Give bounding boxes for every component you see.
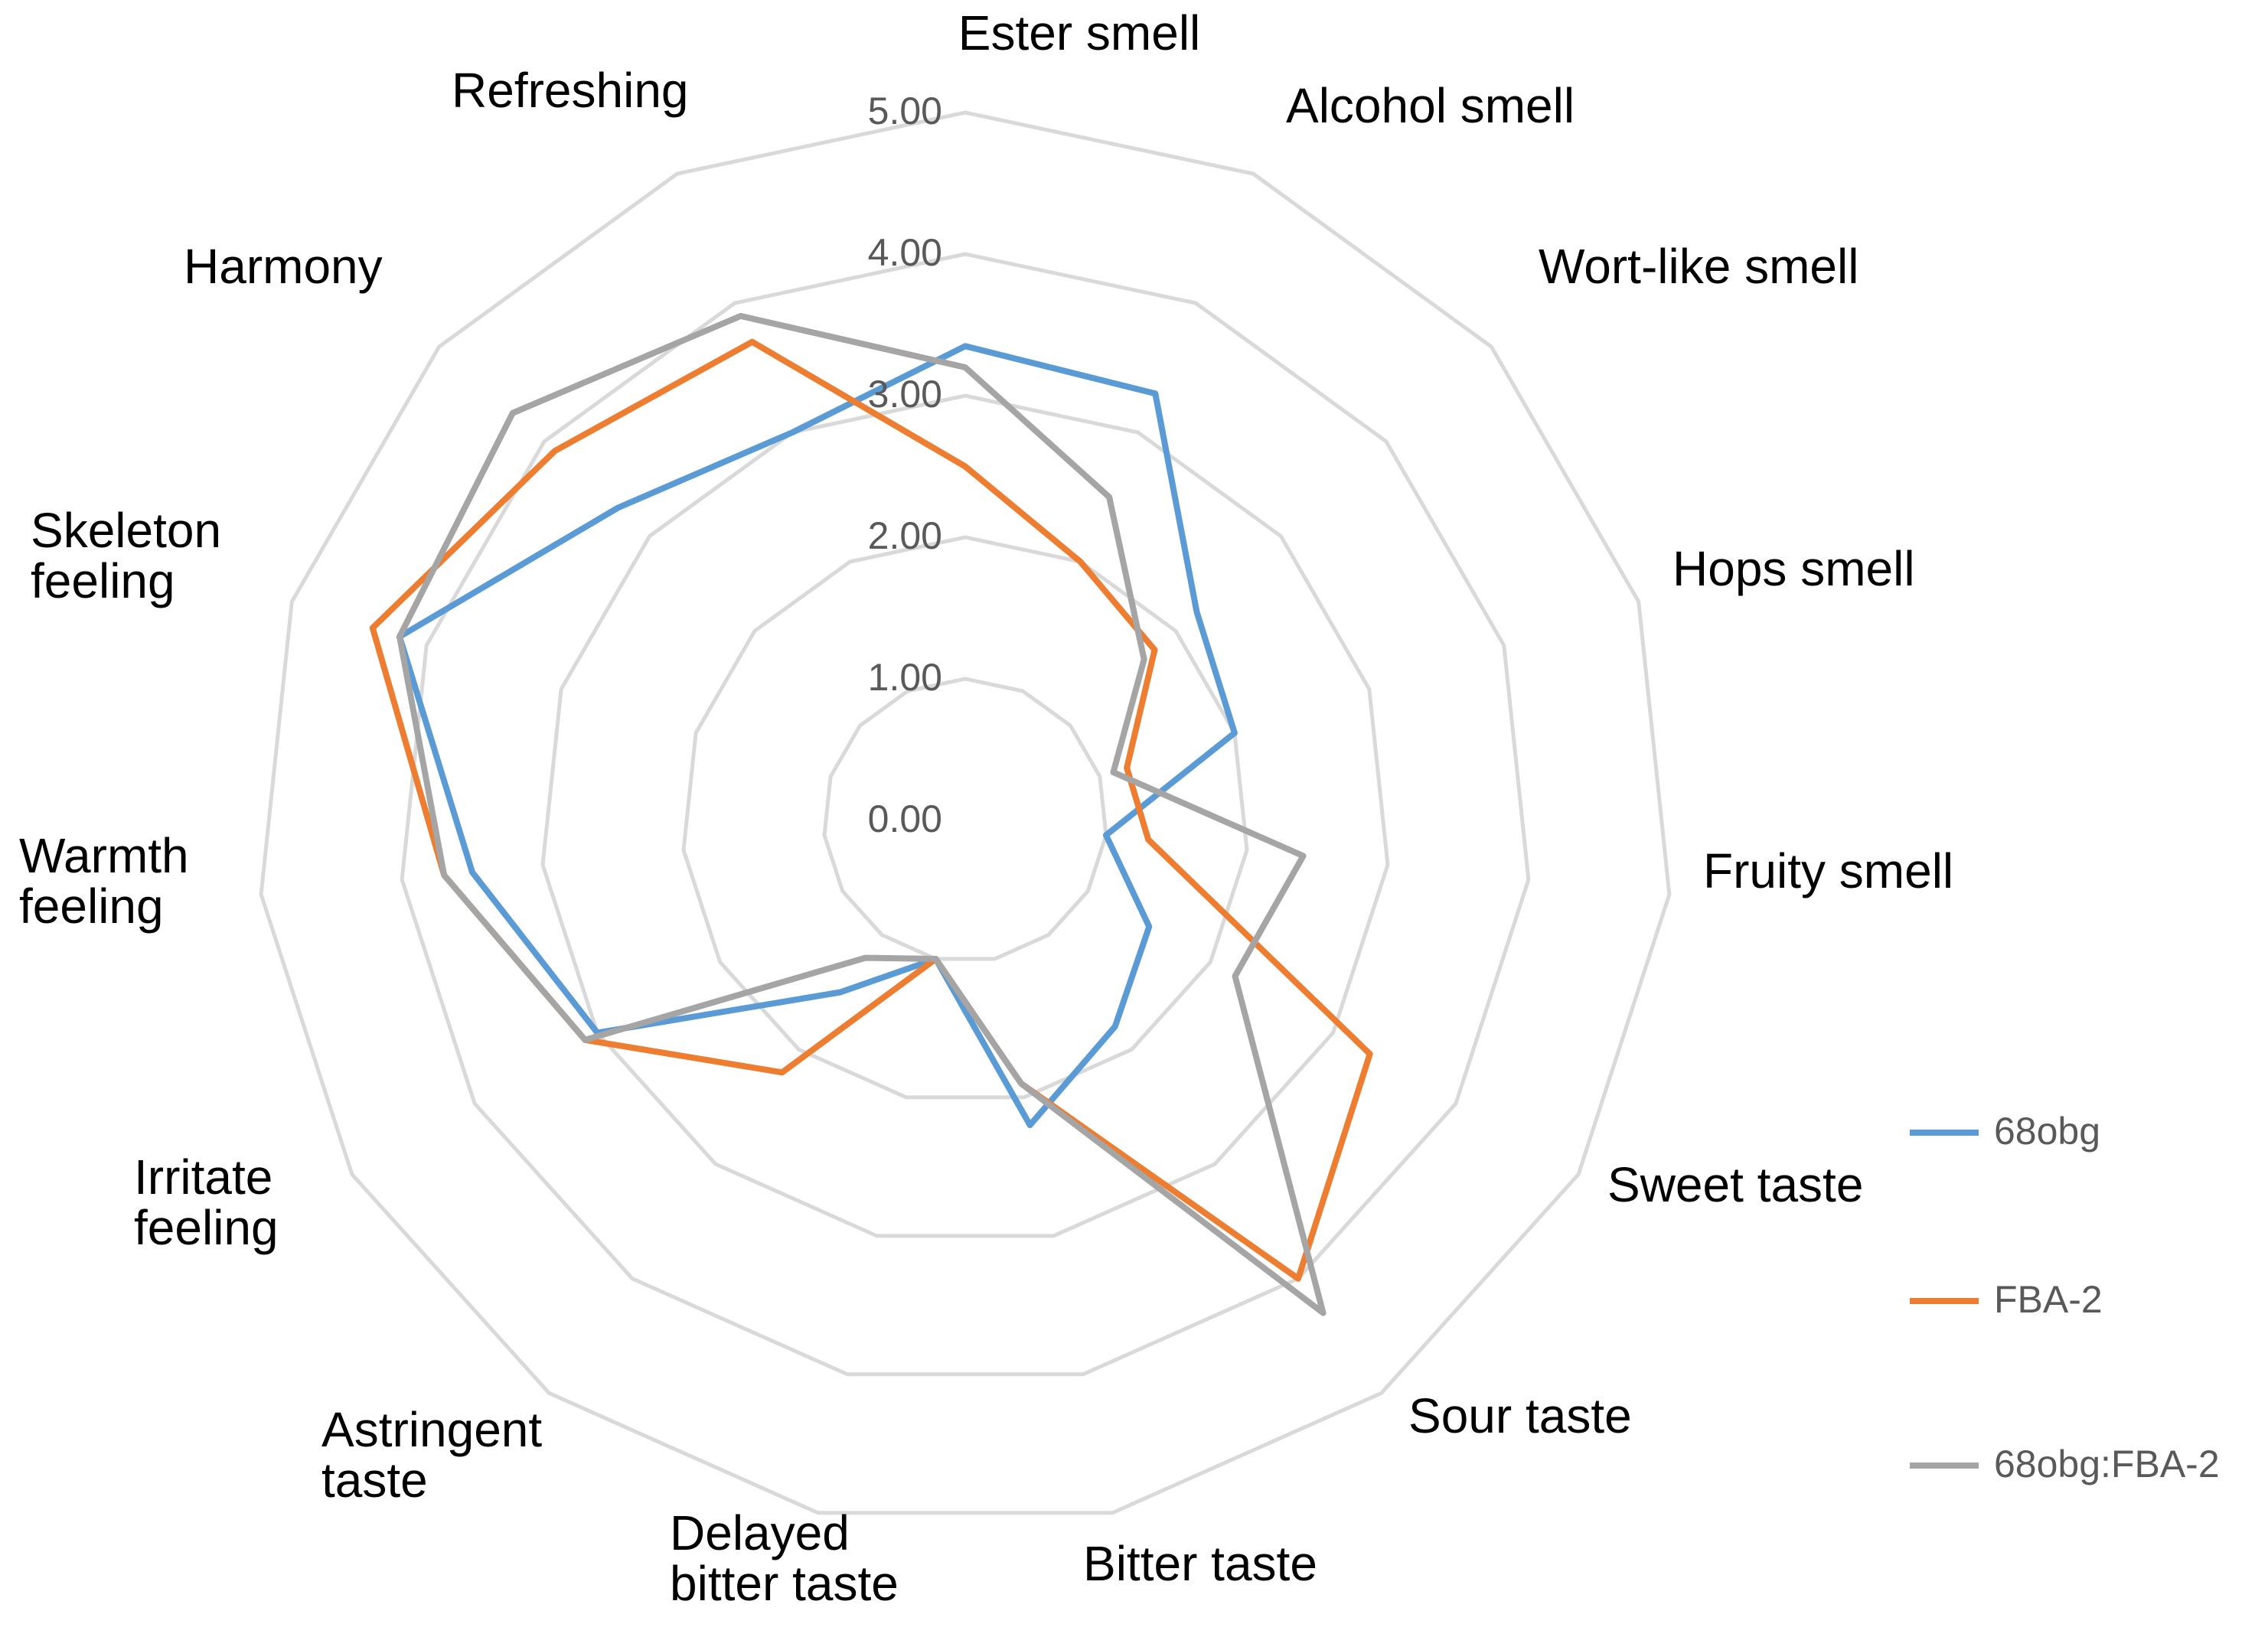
tick-label: 3.00: [868, 373, 942, 416]
axis-label-harmony: Harmony: [184, 239, 383, 294]
axis-label-warmth-feeling: Warmth feeling: [19, 828, 189, 934]
axis-label-sour-taste: Sour taste: [1408, 1388, 1632, 1443]
tick-labels: 0.00 1.00 2.00 3.00 4.00 5.00: [868, 90, 942, 840]
axis-label-astringent-taste: Astringent taste: [321, 1402, 542, 1508]
legend-item-68obg: 68obg: [1910, 1110, 2100, 1153]
legend-item-68obg-fba-2: 68obg:FBA-2: [1910, 1443, 2220, 1485]
legend-label-fba-2: FBA-2: [1994, 1278, 2103, 1321]
series-68obg: [396, 343, 1238, 1129]
axis-label-wort-like-smell: Wort-like smell: [1539, 239, 1858, 294]
legend-label-68obg-fba-2: 68obg:FBA-2: [1994, 1443, 2220, 1485]
series-line-68obg-fba-2: [396, 312, 1327, 1316]
tick-label: 0.00: [868, 797, 942, 840]
axis-labels: Ester smell Alcohol smell Wort-like smell H…: [19, 5, 1953, 1611]
grid-ring-4: [400, 252, 1531, 1377]
axis-label-refreshing: Refreshing: [452, 63, 689, 118]
grid-ring-3: [540, 393, 1390, 1238]
tick-label: 2.00: [868, 514, 942, 557]
axis-label-bitter-taste: Bitter taste: [1083, 1536, 1317, 1591]
legend: 68obg FBA-2 68obg:FBA-2: [1910, 1110, 2220, 1485]
axis-label-skeleton-feeling: Skeleton feeling: [31, 503, 221, 608]
tick-label: 5.00: [868, 90, 942, 132]
tick-label: 1.00: [868, 656, 942, 699]
grid-rings: [259, 110, 1672, 1515]
series-68obg-fba-2: [396, 312, 1327, 1316]
legend-item-fba-2: FBA-2: [1910, 1278, 2103, 1321]
data-series: [369, 312, 1373, 1316]
axis-label-delayed-bitter-taste: Delayed bitter taste: [670, 1505, 899, 1611]
axis-label-hops-smell: Hops smell: [1672, 541, 1915, 596]
axis-label-sweet-taste: Sweet taste: [1607, 1157, 1863, 1212]
tick-label: 4.00: [868, 231, 942, 274]
axis-label-fruity-smell: Fruity smell: [1703, 843, 1953, 898]
grid-ring-5: [259, 110, 1672, 1515]
legend-label-68obg: 68obg: [1994, 1110, 2100, 1153]
series-line-68obg: [396, 343, 1238, 1129]
axis-label-ester-smell: Ester smell: [958, 5, 1201, 60]
axis-label-alcohol-smell: Alcohol smell: [1286, 78, 1575, 133]
grid-ring-1: [822, 677, 1108, 961]
axis-label-irritate-feeling: Irritate feeling: [134, 1149, 279, 1255]
grid-ring-2: [681, 535, 1249, 1100]
